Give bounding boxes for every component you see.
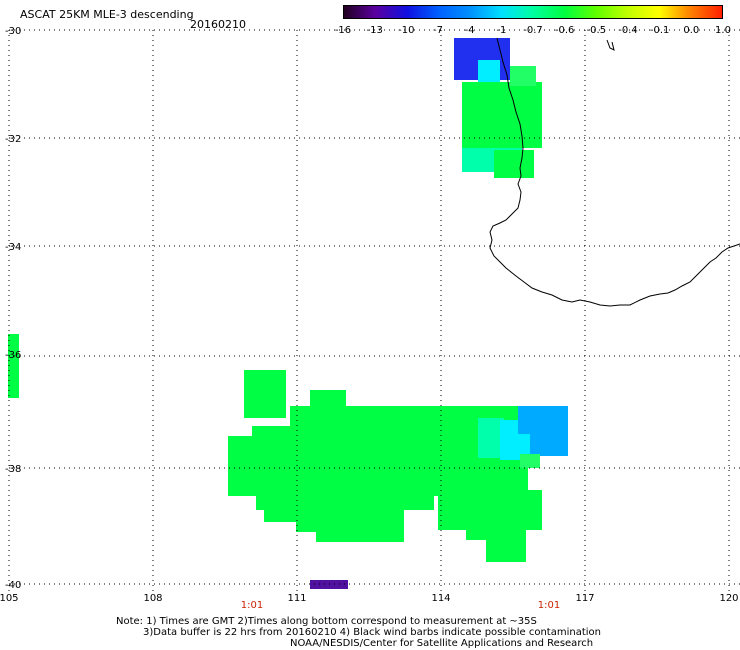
wind-cell <box>296 518 404 532</box>
time-label-right: 1:01 <box>537 600 561 611</box>
colorbar-tick-label: -0.4 <box>618 25 638 36</box>
colorbar <box>343 5 723 19</box>
lon-label-105: 105 <box>0 593 19 604</box>
wind-cell <box>520 454 540 468</box>
note-line-1: Note: 1) Times are GMT 2)Times along bot… <box>116 616 537 627</box>
colorbar-tick-label: -10 <box>398 25 415 36</box>
colorbar-tick-label: -1 <box>496 25 507 36</box>
lat-label-40: -40 <box>5 580 22 591</box>
colorbar-tick-label: 1.0 <box>715 25 731 36</box>
colorbar-tick-label: 0.0 <box>683 25 700 36</box>
product-date: 20160210 <box>190 18 246 31</box>
wind-cell <box>518 406 532 434</box>
wind-cell <box>8 334 19 398</box>
lon-label-117: 117 <box>575 593 595 604</box>
lon-label-114: 114 <box>431 593 451 604</box>
wind-cell <box>510 66 536 86</box>
wind-swaths <box>8 38 568 589</box>
wind-cell <box>462 82 542 148</box>
wind-cell <box>494 150 534 178</box>
lat-label-38: -38 <box>5 464 22 475</box>
time-label-left: 1:01 <box>240 600 264 611</box>
wind-cell <box>244 370 286 418</box>
colorbar-tick-label: -16 <box>334 25 352 36</box>
lat-lon-grid <box>8 29 740 592</box>
wind-cell <box>256 490 434 510</box>
wind-cell <box>530 406 568 456</box>
wind-cell <box>486 538 526 562</box>
wind-cell <box>316 530 404 542</box>
wind-cell <box>438 490 542 530</box>
colorbar-tick-label: -0.7 <box>523 25 543 36</box>
lon-label-120: 120 <box>719 593 739 604</box>
note-line-2: 3)Data buffer is 22 hrs from 20160210 4)… <box>143 627 601 638</box>
wind-cell <box>478 418 504 458</box>
coast-notch <box>606 39 615 51</box>
lat-label-32: -32 <box>5 134 22 145</box>
lon-label-111: 111 <box>287 593 307 604</box>
wind-cell <box>478 60 500 82</box>
colorbar-tick-label: -7 <box>433 25 443 36</box>
lon-label-108: 108 <box>143 593 163 604</box>
colorbar-tick-label: -0.5 <box>586 25 607 36</box>
wind-cell <box>466 528 526 540</box>
product-title: ASCAT 25KM MLE-3 descending <box>20 8 194 21</box>
lat-label-30: -30 <box>5 26 22 37</box>
note-line-3: NOAA/NESDIS/Center for Satellite Applica… <box>290 638 594 649</box>
lat-label-36: -36 <box>5 350 22 361</box>
lat-label-34: -34 <box>5 242 22 253</box>
coastline <box>489 37 740 307</box>
wind-cell <box>310 390 346 410</box>
